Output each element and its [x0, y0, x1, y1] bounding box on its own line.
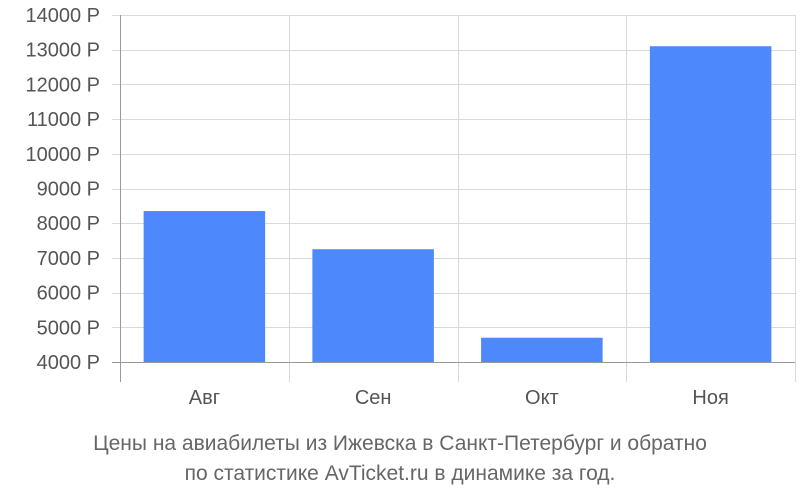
bar-chart: 4000 Р 5000 Р 6000 Р 7000 Р 8000 Р 9000 Р 1000…: [25, 5, 796, 409]
bar-Окт: [481, 337, 603, 362]
y-tick-label: 9000 Р: [37, 179, 100, 201]
x-tick-label: Сен: [355, 387, 392, 409]
chart-caption-line-2: по статистике AvTicket.ru в динамике за …: [184, 462, 616, 485]
y-axis-ticks: 4000 Р 5000 Р 6000 Р 7000 Р 8000 Р 9000 Р 1000…: [25, 5, 100, 374]
grid-lines: [112, 15, 796, 382]
y-tick-label: 5000 Р: [37, 317, 100, 339]
x-tick-label: Ноя: [692, 387, 728, 409]
y-tick-label: 12000 Р: [25, 74, 100, 96]
y-tick-label: 13000 Р: [25, 40, 100, 62]
y-tick-label: 8000 Р: [37, 213, 100, 235]
y-tick-label: 11000 Р: [27, 109, 100, 131]
y-tick-label: 14000 Р: [25, 5, 100, 27]
y-tick-label: 6000 Р: [37, 283, 100, 305]
bars: [143, 46, 772, 362]
chart-caption-line-1: Цены на авиабилеты из Ижевска в Санкт-Пе…: [93, 432, 707, 455]
y-tick-label: 4000 Р: [37, 352, 100, 374]
y-tick-label: 10000 Р: [25, 144, 100, 166]
bar-Авг: [143, 211, 266, 362]
bar-Сен: [312, 249, 434, 362]
bar-Ноя: [649, 46, 772, 362]
x-tick-label: Окт: [525, 387, 559, 409]
x-tick-label: Авг: [189, 387, 220, 409]
x-axis-ticks: Авг Сен Окт Ноя: [189, 387, 729, 409]
y-tick-label: 7000 Р: [37, 248, 100, 270]
